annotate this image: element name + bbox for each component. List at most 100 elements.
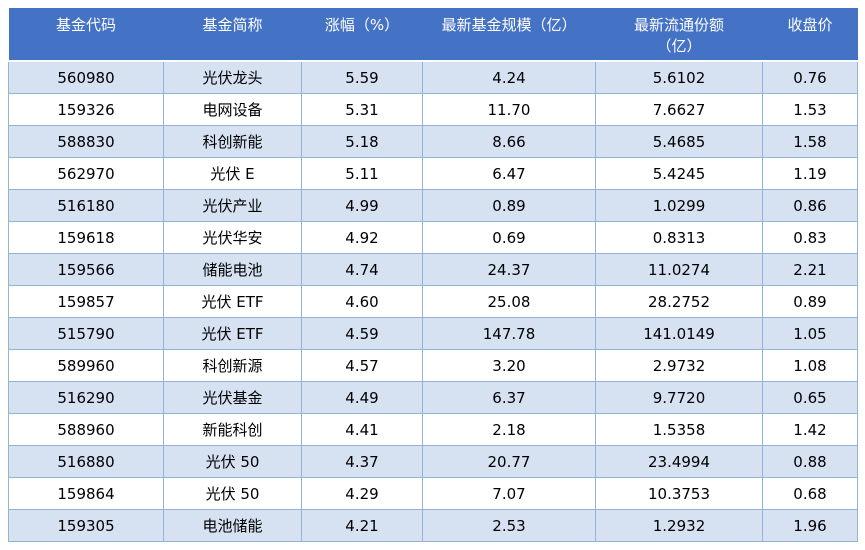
cell-fund-code: 159864 [8, 477, 164, 510]
cell-fund-size: 20.77 [422, 445, 596, 478]
cell-circulating-shares: 28.2752 [595, 285, 763, 318]
cell-fund-size: 3.20 [422, 349, 596, 382]
fund-table: 基金代码 基金简称 涨幅（%） 最新基金规模（亿） 最新流通份额 （亿） 收盘价 … [8, 8, 858, 542]
cell-fund-name: 光伏龙头 [163, 60, 302, 94]
cell-close-price: 0.76 [762, 60, 858, 94]
cell-change-pct: 5.59 [301, 60, 423, 94]
cell-close-price: 1.96 [762, 509, 858, 542]
cell-circulating-shares: 11.0274 [595, 253, 763, 286]
table-row: 159864 光伏 50 4.29 7.07 10.3753 0.68 [8, 477, 858, 510]
cell-fund-name: 储能电池 [163, 253, 302, 286]
table-row: 588960 新能科创 4.41 2.18 1.5358 1.42 [8, 413, 858, 446]
cell-fund-name: 光伏 50 [163, 445, 302, 478]
column-header-fund-code: 基金代码 [8, 8, 164, 62]
table-header: 基金代码 基金简称 涨幅（%） 最新基金规模（亿） 最新流通份额 （亿） 收盘价 [8, 8, 858, 62]
cell-fund-size: 24.37 [422, 253, 596, 286]
cell-fund-name: 光伏基金 [163, 381, 302, 414]
cell-change-pct: 5.18 [301, 125, 423, 158]
column-header-fund-name: 基金简称 [163, 8, 302, 62]
cell-circulating-shares: 7.6627 [595, 93, 763, 126]
column-header-close-price: 收盘价 [762, 8, 858, 62]
table-body: 560980 光伏龙头 5.59 4.24 5.6102 0.76 159326… [8, 60, 858, 542]
cell-fund-size: 6.37 [422, 381, 596, 414]
cell-change-pct: 4.74 [301, 253, 423, 286]
cell-fund-size: 2.53 [422, 509, 596, 542]
cell-fund-code: 159566 [8, 253, 164, 286]
table-row: 515790 光伏 ETF 4.59 147.78 141.0149 1.05 [8, 317, 858, 350]
cell-close-price: 1.08 [762, 349, 858, 382]
cell-fund-code: 515790 [8, 317, 164, 350]
table-row: 159618 光伏华安 4.92 0.69 0.8313 0.83 [8, 221, 858, 254]
column-header-fund-size: 最新基金规模（亿） [422, 8, 596, 62]
column-header-circulating-shares: 最新流通份额 （亿） [595, 8, 763, 62]
cell-fund-code: 159857 [8, 285, 164, 318]
cell-fund-name: 光伏华安 [163, 221, 302, 254]
cell-fund-size: 8.66 [422, 125, 596, 158]
cell-fund-code: 560980 [8, 60, 164, 94]
header-label-line2: （亿） [656, 37, 702, 55]
cell-close-price: 1.53 [762, 93, 858, 126]
cell-change-pct: 4.41 [301, 413, 423, 446]
cell-circulating-shares: 1.0299 [595, 189, 763, 222]
cell-circulating-shares: 5.6102 [595, 60, 763, 94]
table-row: 159326 电网设备 5.31 11.70 7.6627 1.53 [8, 93, 858, 126]
cell-fund-name: 光伏 E [163, 157, 302, 190]
cell-circulating-shares: 0.8313 [595, 221, 763, 254]
cell-change-pct: 5.31 [301, 93, 423, 126]
cell-close-price: 0.88 [762, 445, 858, 478]
cell-close-price: 0.83 [762, 221, 858, 254]
cell-fund-name: 新能科创 [163, 413, 302, 446]
cell-fund-size: 0.69 [422, 221, 596, 254]
table-row: 159857 光伏 ETF 4.60 25.08 28.2752 0.89 [8, 285, 858, 318]
cell-circulating-shares: 5.4245 [595, 157, 763, 190]
cell-fund-code: 562970 [8, 157, 164, 190]
header-label: 涨幅（%） [324, 16, 400, 34]
cell-change-pct: 4.60 [301, 285, 423, 318]
header-label: 最新基金规模（亿） [441, 16, 577, 34]
cell-circulating-shares: 1.2932 [595, 509, 763, 542]
cell-change-pct: 4.59 [301, 317, 423, 350]
table-row: 159305 电池储能 4.21 2.53 1.2932 1.96 [8, 509, 858, 542]
table-row: 516290 光伏基金 4.49 6.37 9.7720 0.65 [8, 381, 858, 414]
cell-fund-size: 4.24 [422, 60, 596, 94]
cell-fund-code: 516290 [8, 381, 164, 414]
cell-fund-size: 0.89 [422, 189, 596, 222]
header-label: 基金代码 [55, 16, 116, 34]
cell-change-pct: 4.92 [301, 221, 423, 254]
cell-fund-code: 516880 [8, 445, 164, 478]
table-row: 159566 储能电池 4.74 24.37 11.0274 2.21 [8, 253, 858, 286]
table-row: 588830 科创新能 5.18 8.66 5.4685 1.58 [8, 125, 858, 158]
cell-fund-code: 588960 [8, 413, 164, 446]
table-row: 589960 科创新源 4.57 3.20 2.9732 1.08 [8, 349, 858, 382]
cell-circulating-shares: 141.0149 [595, 317, 763, 350]
cell-circulating-shares: 2.9732 [595, 349, 763, 382]
cell-circulating-shares: 23.4994 [595, 445, 763, 478]
header-label-line1: 最新流通份额 [633, 16, 724, 34]
table-row: 516180 光伏产业 4.99 0.89 1.0299 0.86 [8, 189, 858, 222]
cell-fund-code: 516180 [8, 189, 164, 222]
cell-close-price: 0.65 [762, 381, 858, 414]
cell-fund-code: 589960 [8, 349, 164, 382]
cell-change-pct: 4.99 [301, 189, 423, 222]
cell-close-price: 2.21 [762, 253, 858, 286]
table-row: 560980 光伏龙头 5.59 4.24 5.6102 0.76 [8, 60, 858, 94]
cell-fund-size: 7.07 [422, 477, 596, 510]
cell-close-price: 0.89 [762, 285, 858, 318]
cell-change-pct: 4.21 [301, 509, 423, 542]
cell-fund-code: 159305 [8, 509, 164, 542]
cell-close-price: 1.05 [762, 317, 858, 350]
cell-close-price: 0.86 [762, 189, 858, 222]
table-row: 562970 光伏 E 5.11 6.47 5.4245 1.19 [8, 157, 858, 190]
column-header-change-pct: 涨幅（%） [301, 8, 423, 62]
cell-fund-size: 147.78 [422, 317, 596, 350]
cell-fund-size: 6.47 [422, 157, 596, 190]
cell-circulating-shares: 1.5358 [595, 413, 763, 446]
cell-fund-name: 光伏 ETF [163, 285, 302, 318]
cell-fund-name: 科创新源 [163, 349, 302, 382]
header-label: 收盘价 [787, 16, 833, 34]
cell-circulating-shares: 9.7720 [595, 381, 763, 414]
cell-fund-code: 159618 [8, 221, 164, 254]
cell-change-pct: 4.57 [301, 349, 423, 382]
cell-fund-name: 科创新能 [163, 125, 302, 158]
cell-circulating-shares: 5.4685 [595, 125, 763, 158]
